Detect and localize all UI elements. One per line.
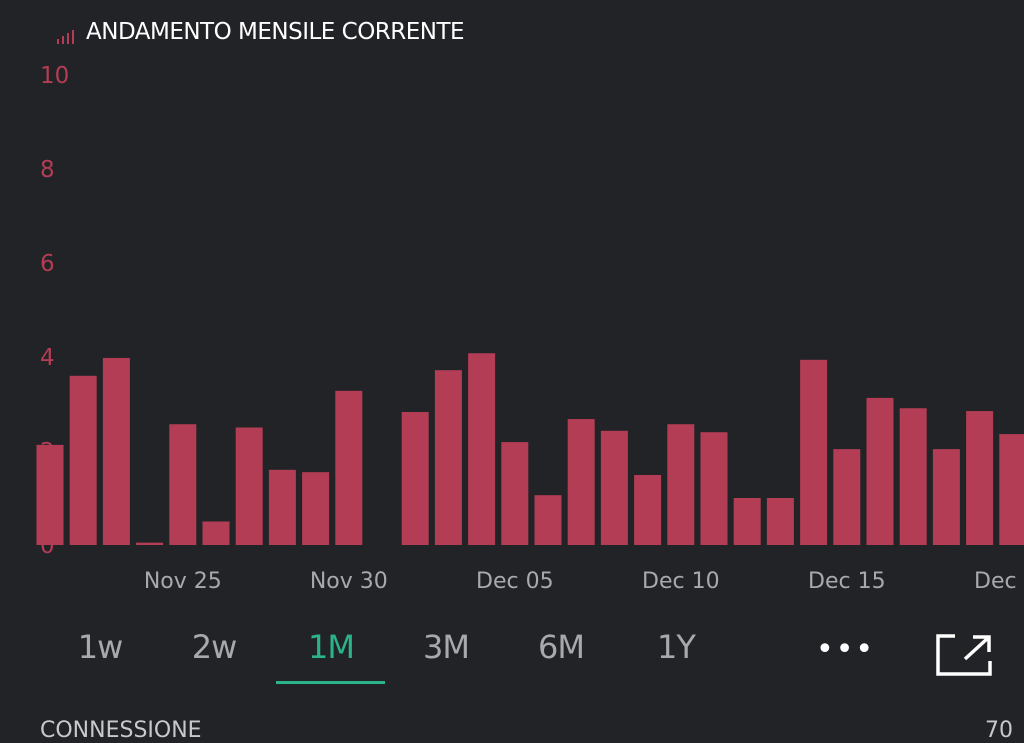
x-tick-label: Dec 15 (808, 569, 886, 594)
bar-nov-28 (268, 469, 296, 545)
bar-dec-04 (468, 353, 496, 545)
expand-icon[interactable] (935, 633, 993, 677)
bar-dec-08 (600, 430, 628, 545)
bar-dec-18 (932, 449, 960, 545)
chart-title: ANDAMENTO MENSILE CORRENTE (56, 19, 465, 45)
range-6m[interactable]: 6M (538, 628, 585, 666)
bar-dec-06 (534, 495, 562, 545)
x-tick-label: Nov 30 (310, 569, 388, 594)
bar-nov-29 (302, 472, 330, 545)
range-1m[interactable]: 1M (308, 628, 355, 666)
bar-dec-09 (634, 474, 662, 545)
selected-range-indicator (276, 681, 385, 684)
bar-nov-24 (136, 542, 164, 545)
bar-dec-15 (833, 449, 861, 545)
y-tick-label: 6 (40, 251, 55, 277)
x-tick-label: Nov 25 (144, 569, 222, 594)
bar-dec-13 (766, 498, 794, 545)
connection-value: 70 (985, 718, 1013, 743)
bar-nov-23 (102, 357, 130, 545)
x-tick-label: Dec 05 (476, 569, 554, 594)
bar-dec-19 (966, 411, 994, 545)
bar-dec-12 (733, 498, 761, 545)
bar-dec-07 (567, 419, 595, 545)
bar-dec-05 (501, 442, 529, 545)
y-tick-label: 4 (40, 345, 55, 371)
bar-chart-icon (57, 30, 74, 44)
bar-dec-10 (667, 424, 695, 545)
bar-dec-03 (434, 370, 462, 545)
bar-chart: 0 2 4 6 8 10 Nov 25 Nov 30 Dec 05 Dec 10 Dec 15 Dec… (36, 63, 1024, 594)
bar-nov-30 (335, 390, 363, 545)
y-tick-label: 2 (40, 439, 55, 465)
y-tick-label: 8 (40, 157, 55, 183)
bar-nov-21 (36, 444, 64, 545)
bar-dec-11 (700, 432, 728, 545)
bar-dec-16 (866, 397, 894, 545)
bar-nov-22 (69, 375, 97, 545)
range-selector: 1w 2w 1M 3M 6M 1Y ••• (0, 628, 1024, 688)
range-3m[interactable]: 3M (423, 628, 470, 666)
bar-dec-17 (899, 408, 927, 545)
x-tick-label: Dec 10 (642, 569, 720, 594)
x-tick-label: Dec 20 (974, 569, 1024, 594)
chart-title-text: ANDAMENTO MENSILE CORRENTE (86, 19, 465, 45)
connection-label: CONNESSIONE (40, 718, 202, 743)
bar-dec-02 (401, 411, 429, 545)
y-tick-label: 10 (40, 63, 69, 89)
more-options-button[interactable]: ••• (816, 632, 876, 667)
range-1y[interactable]: 1Y (657, 628, 696, 666)
bar-nov-25 (169, 424, 197, 545)
y-tick-label: 0 (40, 533, 55, 559)
bar-dec-14 (800, 359, 828, 545)
range-2w[interactable]: 2w (191, 628, 238, 666)
bar-nov-26 (202, 521, 230, 545)
bar-dec-20 (999, 434, 1024, 545)
range-1w[interactable]: 1w (77, 628, 124, 666)
bar-nov-27 (235, 427, 263, 545)
